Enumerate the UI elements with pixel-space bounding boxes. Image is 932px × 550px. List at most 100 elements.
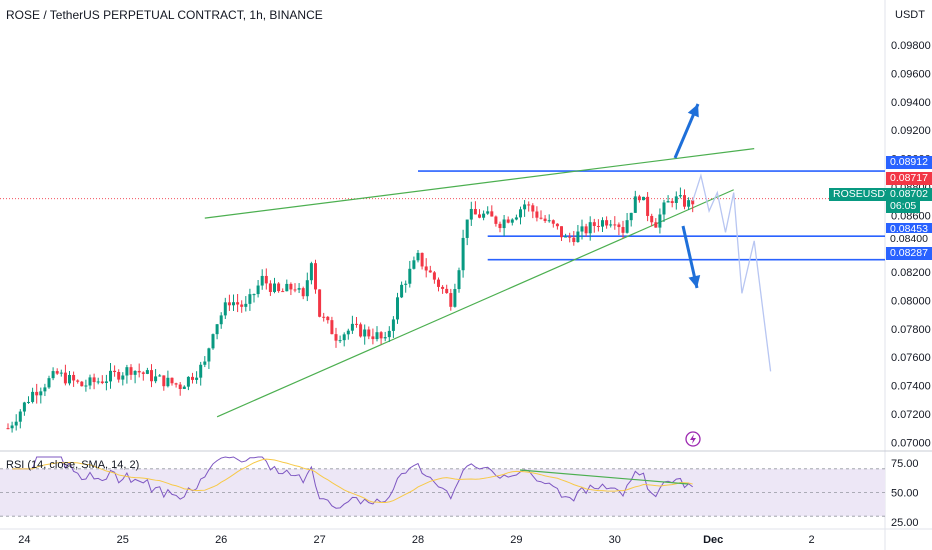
candle-body xyxy=(428,270,432,273)
price-tick-label: 0.08000 xyxy=(891,295,931,307)
time-tick-label: 28 xyxy=(412,534,424,546)
price-tick-label: 0.07800 xyxy=(891,324,931,336)
rsi-tick-label: 50.00 xyxy=(891,488,919,500)
candle-body xyxy=(236,302,240,305)
rsi-tick-label: 75.00 xyxy=(891,458,919,470)
candle-body xyxy=(281,291,285,293)
last-high-tag: 0.08717 xyxy=(886,172,932,185)
projection-path xyxy=(692,173,772,372)
candle-body xyxy=(342,334,346,341)
candle-body xyxy=(498,223,502,229)
candle-body xyxy=(683,195,686,207)
candle-body xyxy=(314,263,317,290)
price-tick-label: 0.09200 xyxy=(891,125,931,137)
candle-body xyxy=(141,372,145,374)
candle-body xyxy=(96,381,100,383)
candle-body xyxy=(494,216,498,224)
candle-body xyxy=(285,283,289,292)
candle-body xyxy=(322,316,326,318)
candle-body xyxy=(404,283,408,285)
chart-title: ROSE / TetherUS PERPETUAL CONTRACT, 1h, … xyxy=(6,8,323,22)
level-mid-tag: 0.08453 xyxy=(886,223,932,236)
candle-body xyxy=(391,319,395,331)
candle-body xyxy=(371,336,375,340)
candle-body xyxy=(465,219,469,238)
candle-body xyxy=(59,372,63,374)
candle-body xyxy=(51,371,55,379)
candle-body xyxy=(63,372,67,384)
candle-body xyxy=(580,226,584,232)
candle-body xyxy=(584,226,588,234)
rsi-label: RSI (14, close, SMA, 14, 2) xyxy=(6,459,140,471)
candle-body xyxy=(232,302,235,306)
candle-body xyxy=(629,212,633,221)
candle-body xyxy=(305,280,309,297)
candle-body xyxy=(396,297,399,320)
candle-body xyxy=(650,215,654,223)
candle-body xyxy=(301,288,305,297)
price-tick-label: 0.09800 xyxy=(891,40,931,52)
candle-body xyxy=(297,288,301,290)
candle-body xyxy=(80,381,84,387)
candle-body xyxy=(469,208,473,220)
candle-body xyxy=(182,386,186,390)
current-price-tag: 0.08702 xyxy=(886,188,932,201)
candle-body xyxy=(211,334,215,349)
candle-body xyxy=(109,370,112,382)
price-tick-label: 0.08600 xyxy=(891,210,931,222)
level-low-tag: 0.08287 xyxy=(886,247,932,260)
candle-body xyxy=(547,220,551,222)
rsi-divergence-line xyxy=(519,469,689,485)
candle-body xyxy=(523,204,527,210)
candle-body xyxy=(18,411,22,422)
rsi-line xyxy=(12,456,694,509)
candle-body xyxy=(264,275,268,284)
candle-body xyxy=(346,330,350,335)
candle-body xyxy=(129,367,133,375)
candle-body xyxy=(478,214,481,218)
candle-body xyxy=(564,236,568,238)
candle-body xyxy=(445,288,449,294)
candle-body xyxy=(490,211,494,217)
candle-body xyxy=(662,202,666,215)
lightning-icon xyxy=(690,434,696,444)
candle-body xyxy=(654,222,658,228)
time-tick-label: 27 xyxy=(313,534,325,546)
candle-body xyxy=(666,201,670,203)
candle-body xyxy=(379,332,383,339)
candle-body xyxy=(461,237,465,271)
candle-body xyxy=(170,377,174,384)
candle-body xyxy=(6,428,10,430)
candle-body xyxy=(555,223,559,227)
candle-body xyxy=(576,231,580,243)
candle-body xyxy=(432,272,436,280)
candle-body xyxy=(506,219,510,223)
candle-body xyxy=(166,377,170,387)
candle-body xyxy=(10,425,14,429)
candle-body xyxy=(642,196,645,201)
currency-unit: USDT xyxy=(895,9,925,21)
candle-body xyxy=(596,225,600,227)
candle-body xyxy=(39,391,43,396)
trendline xyxy=(216,189,734,418)
candle-body xyxy=(27,401,30,403)
candle-body xyxy=(441,286,445,289)
time-tick-label: 2 xyxy=(809,534,815,546)
breakdown-arrow-head xyxy=(688,274,701,288)
candle-body xyxy=(35,391,39,396)
candle-body xyxy=(633,196,637,213)
candle-body xyxy=(637,196,641,201)
time-tick-label: 26 xyxy=(215,534,227,546)
candle-body xyxy=(383,337,387,339)
candle-body xyxy=(186,376,190,387)
candle-body xyxy=(510,219,514,223)
candle-body xyxy=(47,378,51,388)
candle-body xyxy=(609,224,613,226)
candle-body xyxy=(625,220,629,233)
candle-body xyxy=(617,224,621,228)
candle-body xyxy=(592,222,596,226)
candle-body xyxy=(387,330,391,338)
candle-body xyxy=(359,324,363,337)
candle-body xyxy=(154,376,158,382)
